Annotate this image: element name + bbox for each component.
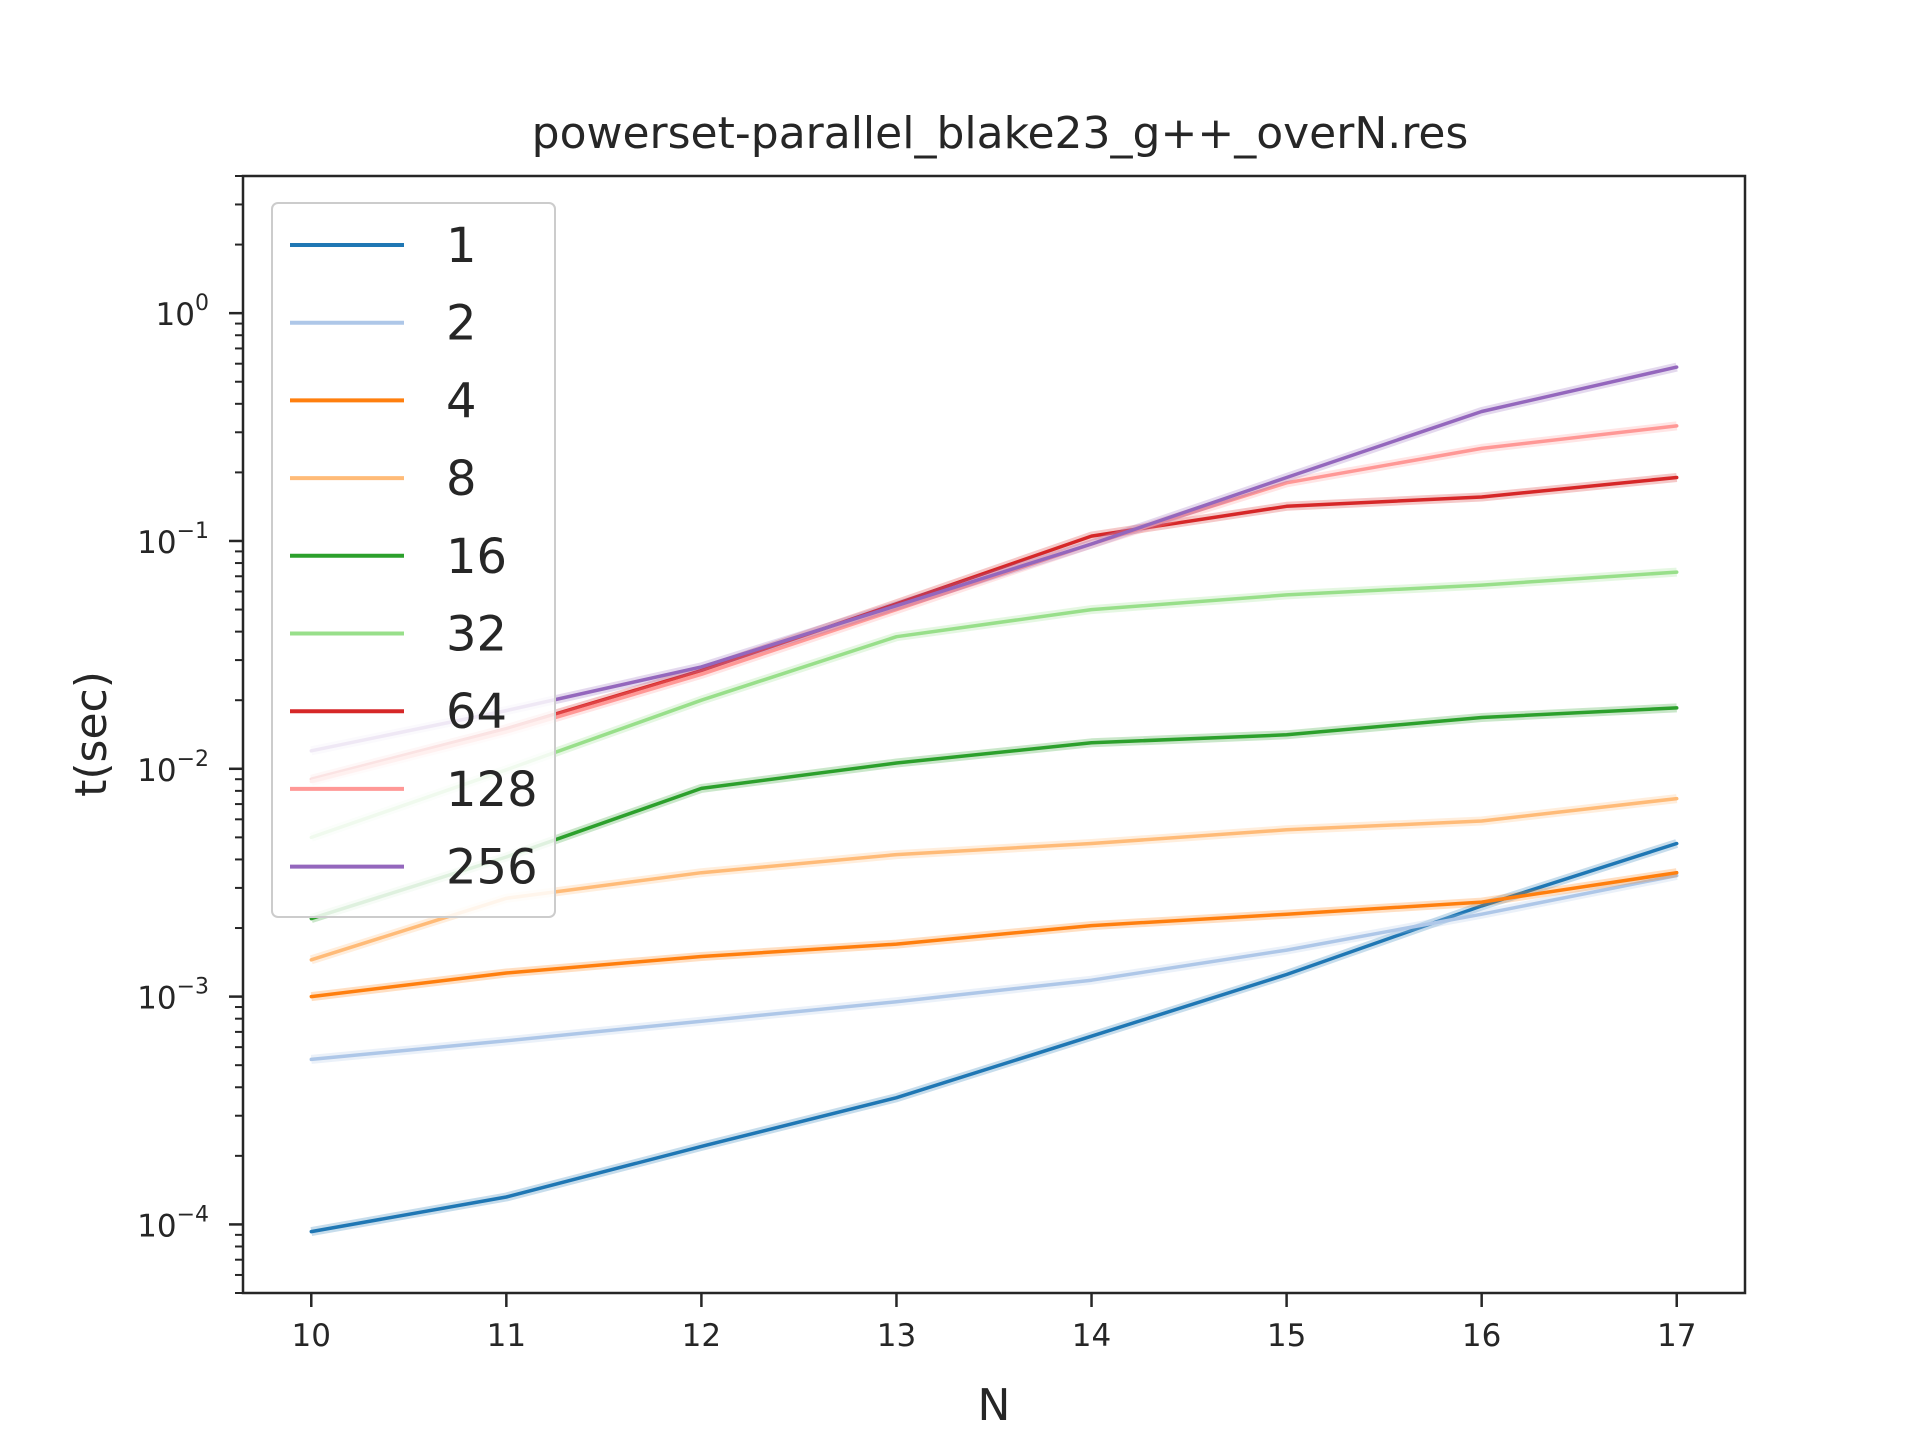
x-tick-label: 16 [1462,1318,1501,1354]
y-tick-label: 10−1 [137,519,209,561]
legend-label-2: 2 [446,296,477,352]
legend-box [271,202,556,918]
legend-items: 1 2 4 8 16 32 64 128 256 [290,218,538,896]
x-axis: 10 11 12 13 14 15 16 17 [292,1293,1696,1354]
series-layer [309,362,1679,1237]
y-axis: 10−4 10−3 10−2 10−1 100 [137,175,243,1294]
legend-label-1: 1 [446,218,477,274]
x-tick-label: 14 [1072,1318,1111,1354]
x-tick-label: 15 [1267,1318,1306,1354]
plot-frame [241,174,1747,1295]
legend-label-8: 8 [446,451,477,507]
series-line-1 [309,841,1679,1234]
y-axis-label: t(sec) [66,671,117,797]
x-axis-label: N [978,1380,1011,1431]
legend-label-4: 4 [446,373,477,429]
y-tick-label: 10−3 [137,975,209,1017]
y-tick-label: 10−4 [137,1202,209,1244]
y-tick-label: 10−2 [137,747,209,789]
legend-label-128: 128 [446,762,538,818]
y-tick-label: 100 [156,291,209,333]
legend-label-256: 256 [446,840,538,896]
series-line-2 [309,873,1679,1062]
legend-label-32: 32 [446,607,507,663]
x-tick-label: 11 [487,1318,526,1354]
legend-label-64: 64 [446,684,507,740]
x-tick-label: 10 [292,1318,331,1354]
x-tick-label: 13 [877,1318,916,1354]
x-tick-label: 12 [682,1318,721,1354]
x-tick-label: 17 [1657,1318,1696,1354]
legend: 1 2 4 8 16 32 64 128 256 [271,202,556,918]
legend-label-16: 16 [446,529,507,585]
chart-title: powerset-parallel_blake23_g++_overN.res [532,108,1469,159]
series-line-4 [309,870,1679,999]
